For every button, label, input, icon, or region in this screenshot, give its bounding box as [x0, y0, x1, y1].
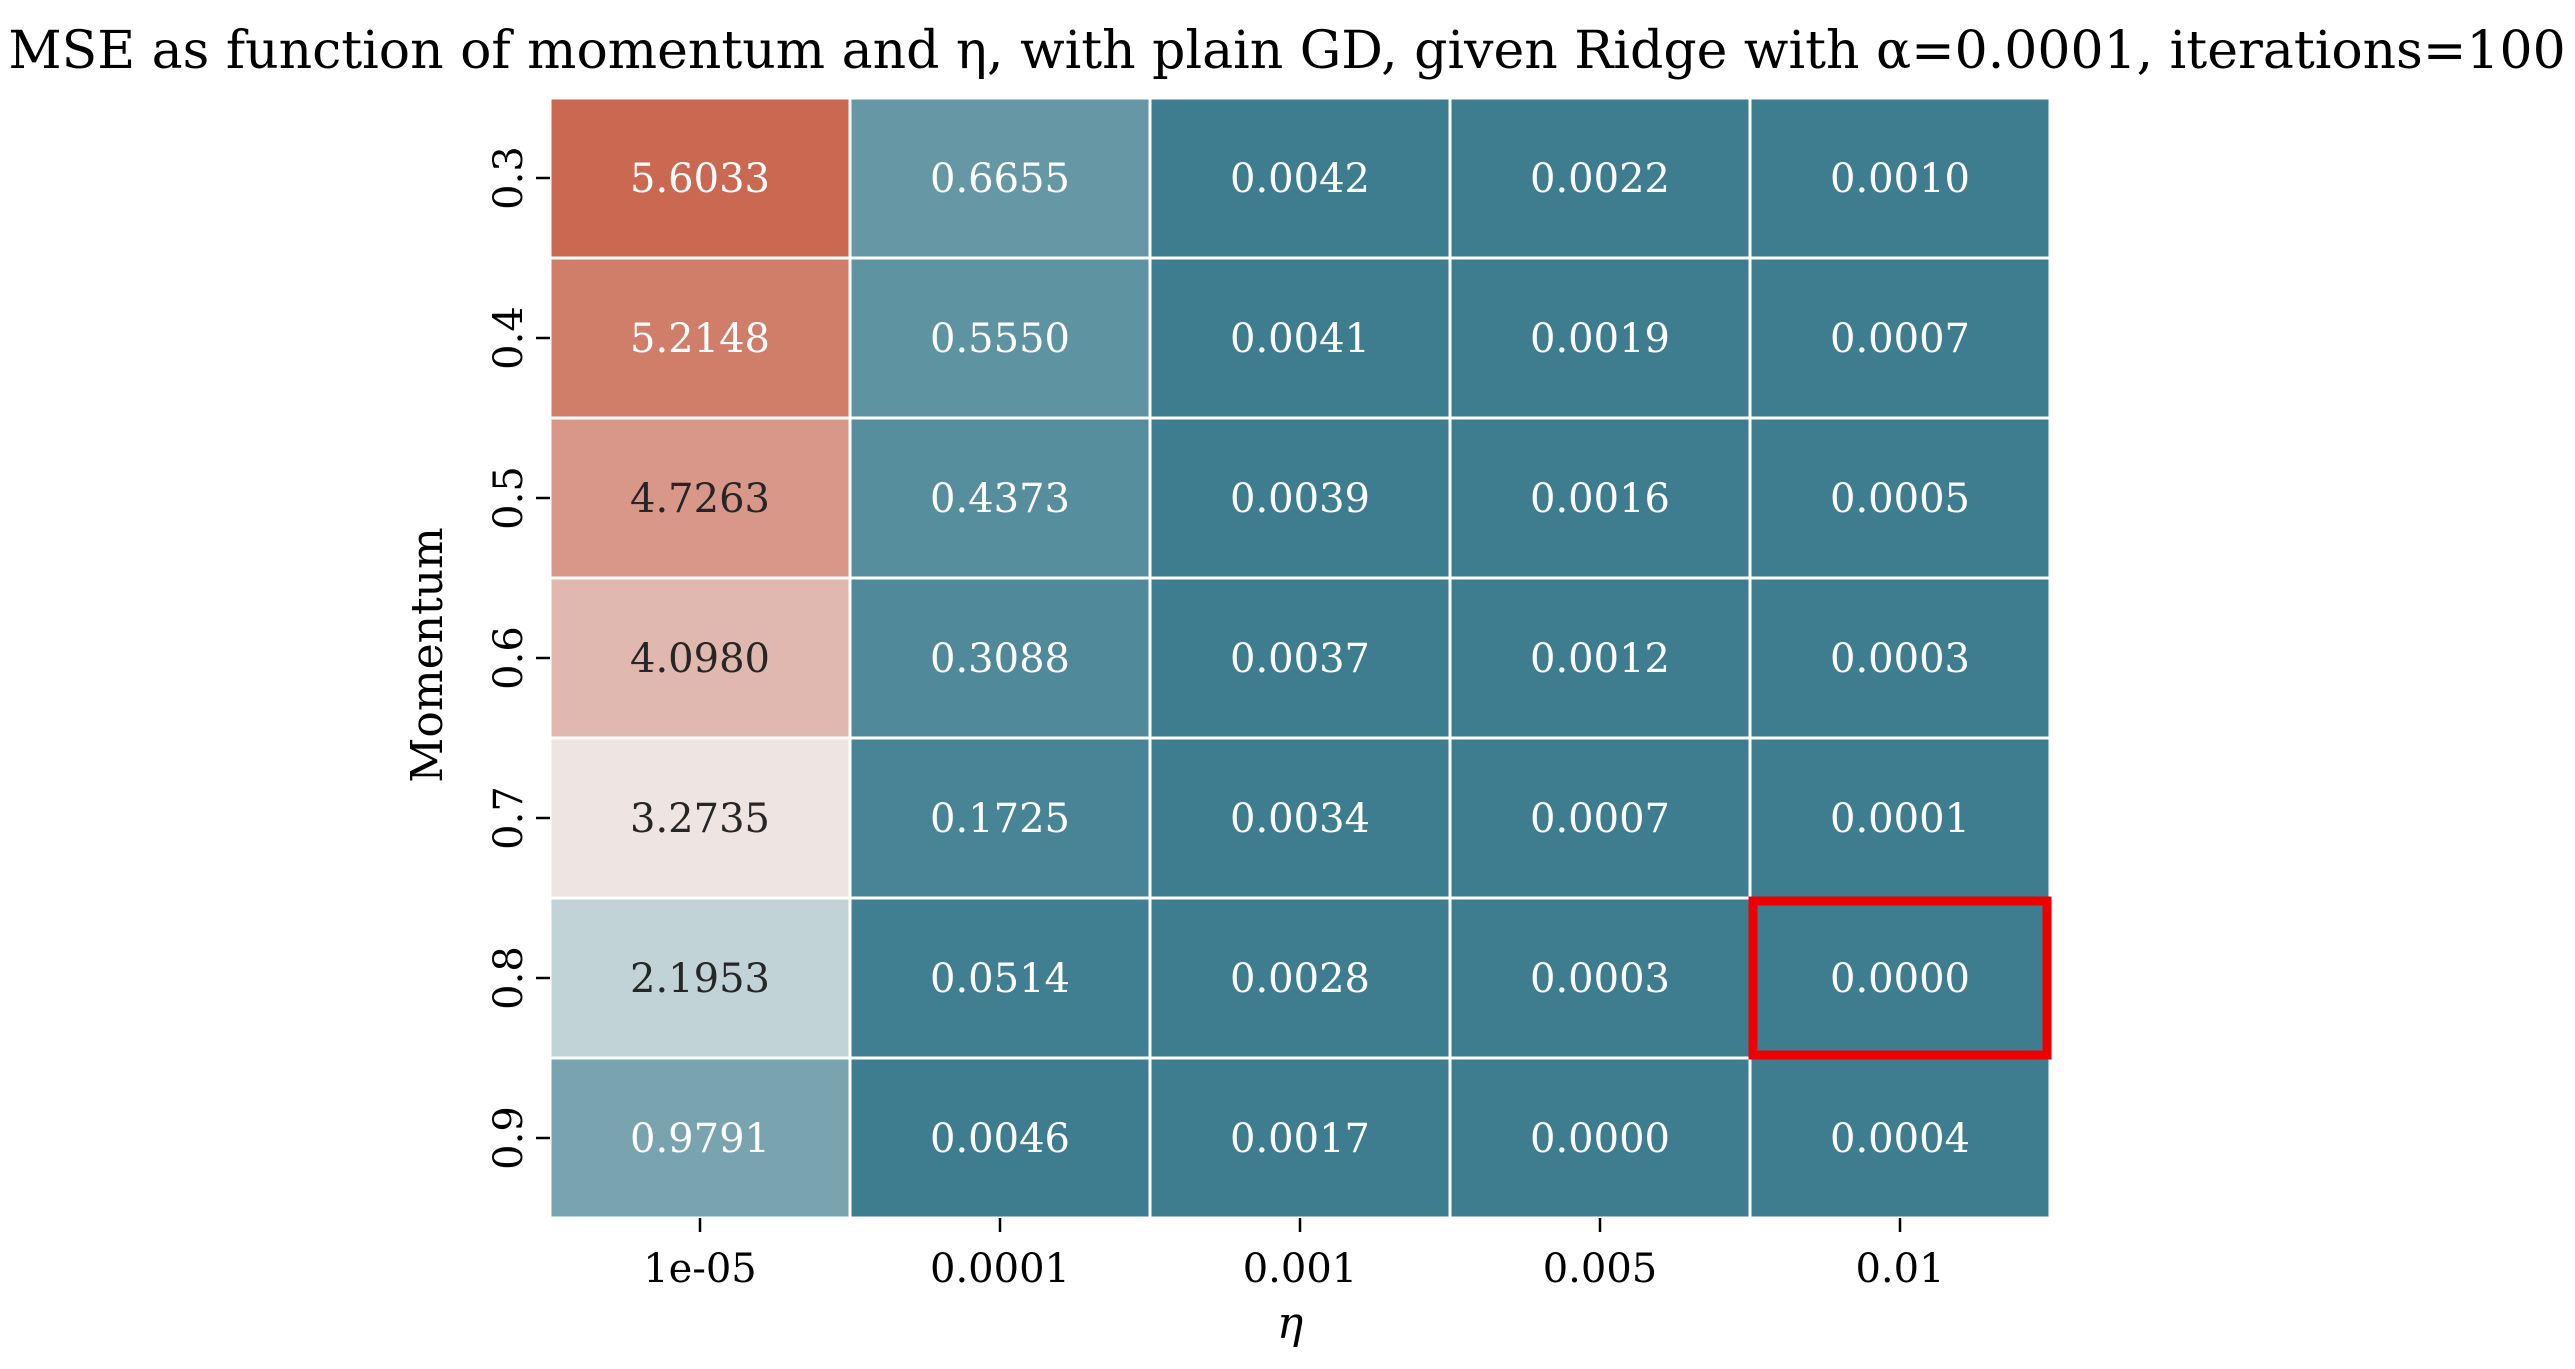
heatmap-cell: [1448, 896, 1752, 1060]
y-tick-label: 0.6: [486, 626, 532, 690]
cell-value-label: 0.5550: [930, 316, 1070, 362]
heatmap-cell: [548, 1056, 852, 1220]
x-tick-label: 1e-05: [643, 1246, 757, 1292]
y-tick-label: 0.4: [486, 306, 532, 370]
heatmap-cell: [1448, 96, 1752, 260]
cell-value-label: 3.2735: [630, 796, 770, 842]
y-tick-label: 0.9: [486, 1106, 532, 1170]
y-tick-label: 0.3: [486, 146, 532, 210]
chart-title: MSE as function of momentum and η, with …: [8, 21, 2565, 81]
cell-value-label: 0.0041: [1230, 316, 1370, 362]
cell-value-label: 0.0019: [1530, 316, 1670, 362]
heatmap-cell: [848, 576, 1152, 740]
cell-value-label: 0.0042: [1230, 156, 1370, 202]
heatmap-cell: [548, 96, 852, 260]
cell-value-label: 0.9791: [630, 1116, 770, 1162]
x-tick-label: 0.001: [1243, 1246, 1358, 1292]
cell-value-label: 0.0012: [1530, 636, 1670, 682]
heatmap-cell: [1748, 736, 2052, 900]
x-axis-ticks: 1e-05 0.0001 0.001 0.005 0.01: [643, 1218, 1945, 1292]
y-axis-label: Momentum: [402, 527, 453, 782]
cell-value-label: 0.1725: [930, 796, 1070, 842]
cell-value-label: 5.6033: [630, 156, 770, 202]
heatmap-cell: [1148, 736, 1452, 900]
cell-value-label: 0.0000: [1830, 956, 1970, 1002]
cell-value-label: 0.0003: [1530, 956, 1670, 1002]
heatmap-cell: [1448, 416, 1752, 580]
heatmap-cell: [848, 96, 1152, 260]
y-axis-ticks: 0.3 0.4 0.5 0.6 0.7 0.8 0.9: [486, 146, 550, 1170]
cell-value-label: 0.0046: [930, 1116, 1070, 1162]
cell-value-label: 4.0980: [630, 636, 770, 682]
cell-value-label: 5.2148: [630, 316, 770, 362]
cell-value-label: 0.0007: [1530, 796, 1670, 842]
cell-value-label: 0.0017: [1230, 1116, 1370, 1162]
heatmap-cells: 5.6033 0.6655 0.0042 0.0022 0.0010 5.2148 0.55…: [548, 96, 2052, 1220]
cell-value-label: 0.0034: [1230, 796, 1370, 842]
cell-value-label: 2.1953: [630, 956, 770, 1002]
cell-value-label: 4.7263: [630, 476, 770, 522]
cell-value-label: 0.0010: [1830, 156, 1970, 202]
cell-value-label: 0.0001: [1830, 796, 1970, 842]
heatmap-cell: [1148, 256, 1452, 420]
x-tick-label: 0.0001: [930, 1246, 1070, 1292]
cell-value-label: 0.0037: [1230, 636, 1370, 682]
heatmap-cell: [1748, 576, 2052, 740]
heatmap-cell: [1148, 896, 1452, 1060]
heatmap-cell: [1148, 576, 1452, 740]
cell-value-label: 0.0039: [1230, 476, 1370, 522]
cell-value-label: 0.0000: [1530, 1116, 1670, 1162]
heatmap-cell: [1748, 256, 2052, 420]
heatmap-cell: [1748, 1056, 2052, 1220]
cell-value-label: 0.0004: [1830, 1116, 1970, 1162]
cell-value-label: 0.0003: [1830, 636, 1970, 682]
x-tick-label: 0.01: [1855, 1246, 1944, 1292]
min-value-highlight: [1748, 896, 2052, 1060]
x-axis-label: η: [1277, 1298, 1303, 1349]
x-tick-label: 0.005: [1543, 1246, 1658, 1292]
cell-value-label: 0.4373: [930, 476, 1070, 522]
heatmap-cell: [848, 896, 1152, 1060]
cell-value-label: 0.0016: [1530, 476, 1670, 522]
heatmap-cell: [848, 736, 1152, 900]
cell-value-label: 0.0028: [1230, 956, 1370, 1002]
y-tick-label: 0.5: [486, 466, 532, 530]
y-tick-label: 0.7: [486, 786, 532, 850]
heatmap-cell: [548, 736, 852, 900]
cell-value-label: 0.6655: [930, 156, 1070, 202]
y-tick-label: 0.8: [486, 946, 532, 1010]
highlight-layer: [1748, 896, 2052, 1060]
cell-value-label: 0.0005: [1830, 476, 1970, 522]
heatmap-cell: [548, 256, 852, 420]
cell-value-label: 0.0514: [930, 956, 1070, 1002]
cell-value-label: 0.0022: [1530, 156, 1670, 202]
heatmap-cell: [1448, 576, 1752, 740]
cell-value-label: 0.3088: [930, 636, 1070, 682]
heatmap-cell: [1148, 96, 1452, 260]
cell-value-label: 0.0007: [1830, 316, 1970, 362]
heatmap-cell: [1748, 416, 2052, 580]
heatmap-cell: [848, 416, 1152, 580]
